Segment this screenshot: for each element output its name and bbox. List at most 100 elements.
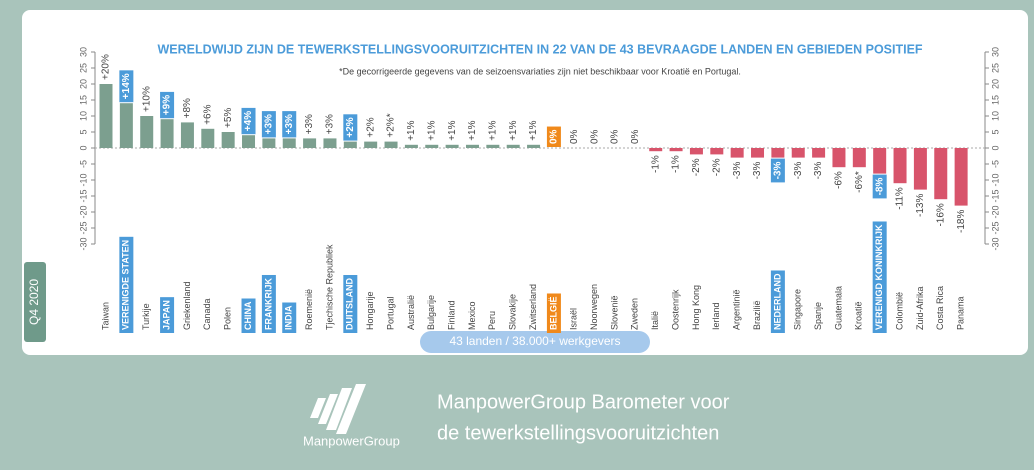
x-tick-label: Colombië — [894, 292, 904, 330]
x-tick-label: VERENIGD KONINKRIJK — [874, 224, 884, 330]
value-box — [343, 114, 358, 141]
bar — [465, 144, 479, 148]
value-label: +1% — [508, 120, 519, 140]
x-tick-label: Canada — [202, 298, 212, 330]
y-tick-label: 25 — [78, 63, 88, 73]
bar — [812, 148, 826, 158]
value-box — [872, 174, 887, 199]
bar — [99, 84, 113, 148]
label-box — [282, 302, 297, 333]
x-tick-label: Israël — [569, 308, 579, 330]
bar — [343, 141, 357, 148]
value-box — [261, 111, 276, 138]
bar — [832, 148, 846, 168]
logo-mark — [310, 384, 366, 434]
y-tick-label: 15 — [990, 95, 1000, 105]
value-label: -3% — [793, 162, 804, 180]
x-tick-label: Zwitserland — [528, 284, 538, 330]
bar — [303, 138, 317, 148]
y-tick-label: -10 — [78, 173, 88, 186]
x-tick-label: Hong Kong — [691, 285, 701, 330]
label-box — [261, 274, 276, 333]
value-label: +4% — [243, 111, 254, 131]
label-box — [872, 221, 887, 333]
y-tick-label: 20 — [990, 79, 1000, 89]
y-tick-label: 0 — [990, 145, 1000, 150]
y-tick-label: -20 — [990, 205, 1000, 218]
x-tick-label: VERENIGDE STATEN — [121, 240, 131, 330]
label-box — [160, 297, 175, 333]
value-box — [241, 107, 256, 135]
x-tick-label: Taiwan — [100, 302, 110, 330]
y-tick-label: -30 — [78, 237, 88, 250]
x-tick-label: Guatemala — [833, 286, 843, 330]
value-label: +1% — [528, 120, 539, 140]
bar — [751, 148, 765, 158]
value-label: +8% — [182, 98, 193, 118]
value-label: -13% — [915, 194, 926, 217]
x-tick-label: Roemenië — [304, 289, 314, 330]
value-label: +1% — [406, 120, 417, 140]
chart-title: WERELDWIJD ZIJN DE TEWERKSTELLINGSVOORUI… — [157, 42, 922, 56]
value-label: 0% — [549, 129, 560, 144]
y-tick-label: 10 — [990, 111, 1000, 121]
x-tick-label: Australië — [406, 295, 416, 330]
x-tick-label: DUITSLAND — [345, 278, 355, 330]
value-label: +2% — [345, 117, 356, 137]
value-label: -16% — [935, 203, 946, 226]
chart-subtitle: *De gecorrigeerde gegevens van de seizoe… — [339, 66, 741, 76]
x-tick-label: Mexico — [467, 301, 477, 330]
bar — [913, 148, 927, 190]
value-label: +2% — [365, 117, 376, 137]
x-tick-label: Brazilië — [752, 300, 762, 330]
bar — [934, 148, 948, 200]
bar — [282, 138, 296, 148]
logo-text: ManpowerGroup — [303, 433, 400, 448]
label-box — [770, 270, 785, 333]
y-tick-label: 30 — [990, 47, 1000, 57]
y-tick-label: -15 — [990, 189, 1000, 202]
x-tick-label: Costa Rica — [935, 286, 945, 330]
value-label: -18% — [956, 210, 967, 233]
x-tick-label: Tjechische Republiek — [324, 244, 334, 330]
value-label: +14% — [121, 73, 132, 99]
value-label: 0% — [610, 129, 621, 144]
value-box — [282, 111, 297, 138]
value-label: -11% — [895, 187, 906, 210]
y-tick-label: -5 — [78, 160, 88, 168]
value-label: 0% — [589, 129, 600, 144]
bar — [384, 141, 398, 148]
y-tick-label: -15 — [78, 189, 88, 202]
label-box — [343, 275, 358, 333]
value-label: -3% — [773, 162, 784, 180]
x-tick-label: Griekenland — [182, 281, 192, 330]
value-label: +3% — [325, 114, 336, 134]
value-label: +1% — [487, 120, 498, 140]
bar — [221, 132, 235, 148]
value-label: +1% — [426, 120, 437, 140]
x-tick-label: Singapore — [793, 289, 803, 330]
x-tick-label: INDIA — [284, 305, 294, 330]
value-label: -3% — [813, 162, 824, 180]
label-box — [119, 236, 134, 333]
x-tick-label: Peru — [487, 311, 497, 330]
bar — [242, 135, 256, 148]
bar — [893, 148, 907, 184]
bar — [364, 141, 378, 148]
bar — [486, 144, 500, 148]
x-tick-label: Italië — [650, 311, 660, 330]
bar — [527, 144, 541, 148]
bar — [404, 144, 418, 148]
value-label: 0% — [569, 129, 580, 144]
y-tick-label: -30 — [990, 237, 1000, 250]
value-label: +6% — [202, 104, 213, 124]
y-tick-label: 20 — [78, 79, 88, 89]
bar — [669, 148, 683, 152]
x-tick-label: Portugal — [385, 296, 395, 330]
y-tick-label: 25 — [990, 63, 1000, 73]
bar — [180, 122, 194, 148]
x-tick-label: Oostenrijk — [670, 289, 680, 330]
value-box — [119, 70, 134, 103]
footer-line: ManpowerGroup Barometer voor — [437, 391, 730, 413]
